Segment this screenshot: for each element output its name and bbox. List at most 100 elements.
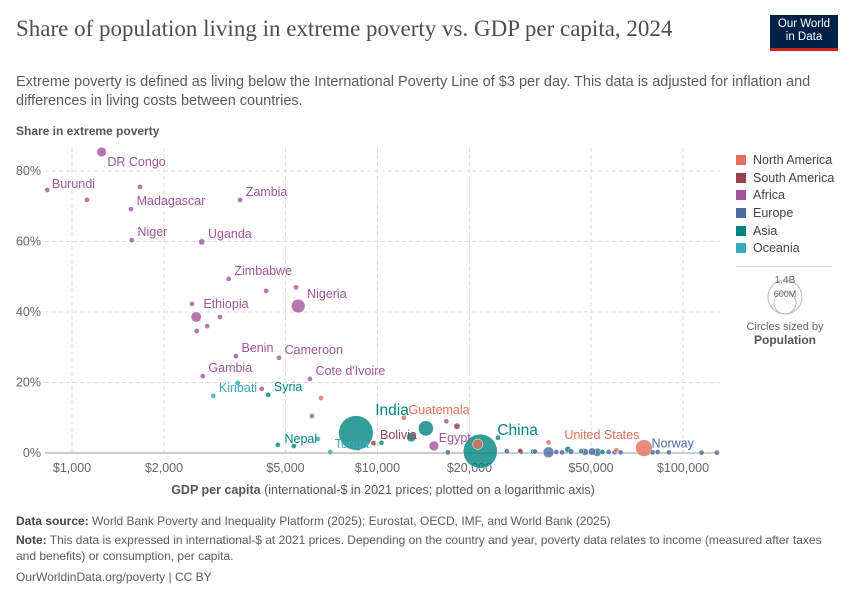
data-point-country: [453, 422, 461, 430]
x-tick-label: $10,000: [355, 461, 400, 475]
data-point-country: [649, 449, 656, 456]
data-point-country: [318, 395, 324, 401]
data-point-country: [542, 446, 555, 459]
data-point-egypt: [428, 440, 440, 452]
legend-item-africa[interactable]: Africa: [736, 186, 834, 204]
data-point-country: [293, 284, 299, 291]
data-label-guatemala: Guatemala: [408, 403, 469, 417]
size-legend-large: 1.4B: [775, 275, 796, 286]
note-text: This data is expressed in international-…: [16, 533, 822, 563]
data-point-country: [567, 448, 575, 455]
data-point-bolivia: [370, 440, 377, 446]
legend-label: North America: [753, 152, 833, 167]
data-point-kiribati: [210, 393, 217, 399]
data-point-country: [217, 314, 223, 320]
data-label-uganda: Uganda: [208, 227, 252, 241]
data-label-cote-d-ivoire: Cote d'Ivoire: [316, 364, 386, 378]
data-point-guatemala: [401, 414, 407, 421]
data-point-country: [189, 301, 195, 307]
legend-item-oceania[interactable]: Oceania: [736, 239, 834, 257]
data-point-country: [290, 443, 297, 449]
x-tick-label: $50,000: [568, 461, 613, 475]
data-label-tonga: Tonga: [335, 437, 369, 451]
data-point-syria: [265, 391, 272, 398]
data-point-country: [545, 439, 552, 446]
data-point-nigeria: [291, 298, 306, 314]
data-point-country: [234, 380, 241, 386]
legend-label: South America: [753, 170, 835, 185]
data-point-country: [517, 448, 523, 454]
data-point-niger: [128, 237, 135, 243]
legend-label: Africa: [753, 188, 785, 203]
x-axis-title: GDP per capita: [171, 483, 264, 497]
data-point-country: [472, 438, 484, 450]
x-axis-label: GDP per capita (international-$ in 2021 …: [171, 483, 595, 497]
data-label-burundi: Burundi: [52, 177, 95, 191]
data-label-nigeria: Nigeria: [307, 287, 347, 301]
data-point-united-states: [635, 439, 653, 457]
data-point-madagascar: [128, 206, 134, 212]
data-point-country: [378, 439, 385, 446]
data-point-country: [578, 448, 584, 455]
source-url[interactable]: OurWorldinData.org/poverty | CC BY: [16, 570, 212, 584]
data-label-china: China: [497, 422, 538, 439]
data-point-india: [338, 415, 374, 451]
data-point-uganda: [198, 238, 206, 246]
data-label-ethiopia: Ethiopia: [203, 297, 248, 311]
x-tick-label: $1,000: [53, 461, 91, 475]
data-label-zambia: Zambia: [246, 185, 288, 199]
data-label-bolivia: Bolivia: [380, 428, 417, 442]
legend-swatch: [736, 225, 746, 236]
legend-swatch: [736, 190, 746, 201]
data-point-country: [532, 448, 538, 455]
legend-swatch: [736, 243, 746, 254]
chart-title: Share of population living in extreme po…: [16, 16, 673, 41]
note: Note: This data is expressed in internat…: [16, 532, 836, 564]
data-point-country: [553, 449, 560, 455]
data-point-norway: [666, 449, 672, 456]
data-point-country: [613, 447, 620, 454]
legend-label: Europe: [753, 205, 794, 220]
data-point-cameroon: [276, 354, 282, 361]
data-point-country: [605, 449, 612, 455]
data-point-zambia: [237, 197, 243, 203]
data-point-country: [588, 447, 597, 456]
data-point-country: [193, 328, 200, 334]
logo-line1: Our World: [777, 18, 831, 30]
size-caption: Circles sized by: [746, 321, 824, 333]
legend-item-south-america[interactable]: South America: [736, 169, 834, 187]
y-axis-label: Share in extreme poverty: [16, 124, 160, 138]
legend-item-europe[interactable]: Europe: [736, 204, 834, 222]
data-point-country: [137, 184, 143, 190]
data-label-dr-congo: DR Congo: [107, 155, 165, 169]
y-tick-label: 60%: [16, 235, 41, 249]
data-point-burundi: [44, 187, 51, 193]
owid-logo[interactable]: Our World in Data: [770, 15, 838, 51]
data-point-country: [713, 449, 720, 456]
legend-item-asia[interactable]: Asia: [736, 222, 834, 240]
y-tick-label: 80%: [16, 164, 41, 178]
data-point-country: [698, 449, 705, 456]
legend-swatch: [736, 154, 746, 165]
data-label-india: India: [375, 402, 409, 419]
x-axis-suffix: (international-$ in 2021 prices; plotted…: [264, 483, 595, 497]
data-label-norway: Norway: [651, 436, 694, 450]
data-label-gambia: Gambia: [208, 361, 252, 375]
y-tick-label: 20%: [16, 376, 41, 390]
data-point-china: [462, 433, 498, 469]
data-point-country: [559, 449, 565, 456]
data-point-tonga: [327, 449, 334, 455]
chart-subtitle: Extreme poverty is defined as living bel…: [16, 74, 811, 109]
x-tick-label: $5,000: [266, 461, 304, 475]
legend-item-north-america[interactable]: North America: [736, 151, 834, 169]
data-point-country: [204, 323, 211, 329]
data-point-ethiopia: [190, 311, 202, 323]
data-point-country: [84, 197, 90, 203]
data-label-cameroon: Cameroon: [285, 343, 343, 357]
data-label-madagascar: Madagascar: [137, 194, 206, 208]
data-point-country: [443, 418, 450, 425]
data-point-country: [503, 448, 510, 455]
legend-swatch: [736, 172, 746, 183]
region-legend: North America South America Africa Europe As…: [736, 151, 834, 257]
